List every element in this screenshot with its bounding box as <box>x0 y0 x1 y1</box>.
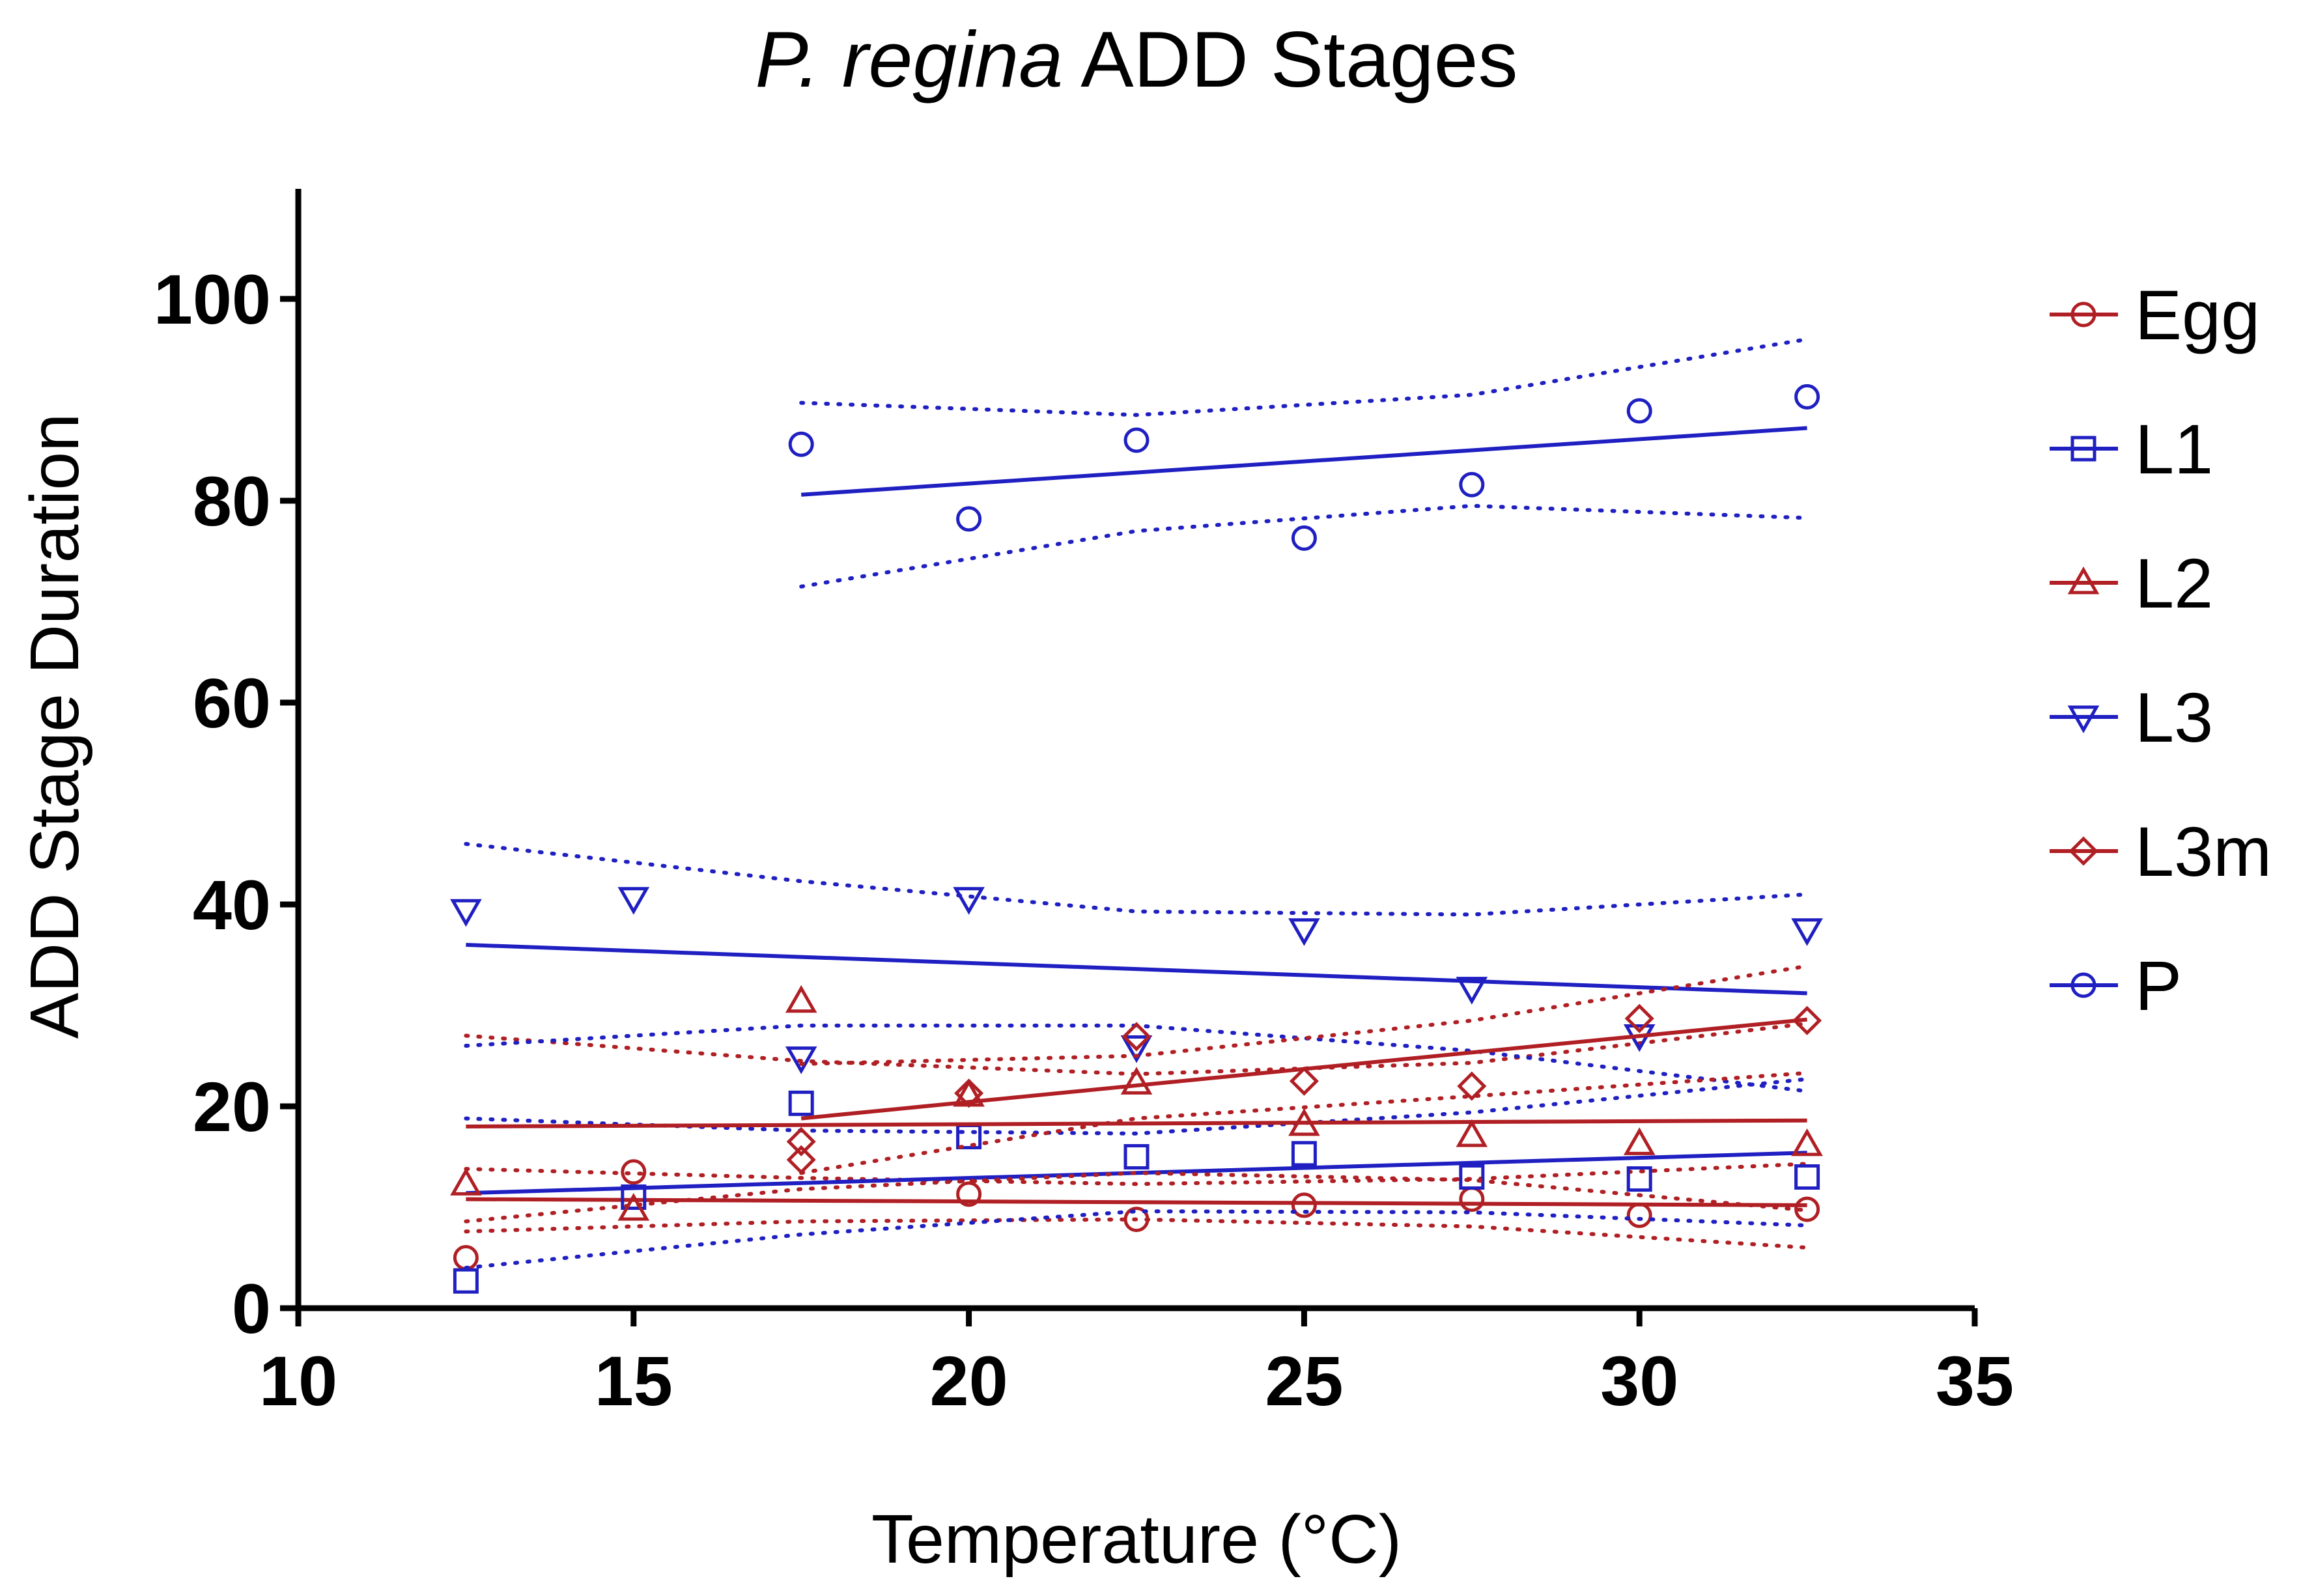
l2-ci-upper <box>464 1021 1809 1076</box>
l3-point <box>617 887 650 915</box>
l3-fit-line <box>466 943 1807 996</box>
y-tick-label: 60 <box>193 664 271 742</box>
legend: Egg L1 L2 L3 L3m P <box>2050 275 2272 1025</box>
x-tick-label: 25 <box>1265 1341 1343 1420</box>
egg-point <box>1794 1196 1820 1222</box>
l3m-point <box>1122 1022 1151 1052</box>
chart-title-rest: ADD Stages <box>1063 15 1518 104</box>
l1-point <box>1291 1141 1317 1167</box>
l1-point <box>788 1090 814 1116</box>
y-tick-label: 0 <box>232 1269 271 1348</box>
egg-point <box>621 1159 647 1185</box>
l3-point <box>1791 918 1823 946</box>
egg-point <box>1291 1192 1317 1218</box>
egg-ci-upper <box>464 1162 1809 1186</box>
p-point <box>1123 427 1150 453</box>
egg-legend-label: Egg <box>2135 275 2260 354</box>
p-point <box>1459 471 1485 497</box>
p-ci-upper <box>799 337 1809 417</box>
p-point <box>1626 398 1652 424</box>
l3m-legend-label: L3m <box>2135 812 2272 891</box>
l3-point <box>1456 977 1488 1005</box>
l3m-point <box>1792 1005 1822 1035</box>
y-tick-label: 20 <box>193 1067 271 1146</box>
l2-legend-label: L2 <box>2135 544 2213 623</box>
egg-point <box>1459 1186 1485 1212</box>
l2-legend-marker <box>2067 566 2100 595</box>
p-legend-label: P <box>2135 946 2182 1025</box>
l3-legend-label: L3 <box>2135 678 2213 757</box>
l1-point <box>621 1184 647 1210</box>
l1-point <box>1626 1166 1652 1192</box>
l3m-point <box>1624 1003 1654 1033</box>
l3m-point <box>954 1078 984 1108</box>
l2-point <box>785 985 817 1013</box>
l1-point <box>1459 1164 1485 1190</box>
chart-title-italic: P. regina <box>755 15 1063 104</box>
egg-fit-line <box>466 1197 1807 1207</box>
l3m-point <box>786 1127 816 1156</box>
l1-legend-label: L1 <box>2135 410 2213 488</box>
l2-point <box>1623 1127 1656 1155</box>
y-tick-label: 100 <box>154 260 271 339</box>
l3m-point <box>786 1145 816 1175</box>
l2-point <box>1288 1108 1320 1136</box>
l3m-point <box>1457 1071 1487 1101</box>
l3m-ci-upper <box>799 964 1809 1066</box>
egg-point <box>1626 1202 1652 1228</box>
p-fit-line <box>801 426 1807 497</box>
l3m-legend-marker <box>2068 836 2098 866</box>
egg-ci-lower <box>464 1217 1809 1250</box>
l3-point <box>1120 1035 1153 1063</box>
p-point <box>1291 525 1317 551</box>
x-tick-label: 10 <box>259 1341 337 1420</box>
x-axis-label: Temperature (°C) <box>871 1501 1402 1578</box>
l2-fit-line <box>466 1118 1807 1128</box>
egg-point <box>453 1245 479 1270</box>
l3-ci-upper <box>464 842 1809 917</box>
x-tick-label: 20 <box>930 1341 1008 1420</box>
l3-point <box>450 899 482 927</box>
l1-point <box>1123 1144 1150 1169</box>
l1-ci-lower <box>464 1209 1809 1270</box>
chart-title: P. regina ADD Stages <box>755 15 1518 104</box>
l1-legend-marker <box>2070 436 2096 462</box>
y-tick-label: 80 <box>193 462 271 540</box>
x-tick-label: 15 <box>595 1341 673 1420</box>
egg-point <box>1123 1207 1150 1233</box>
p-point <box>788 431 814 457</box>
x-tick-label: 35 <box>1936 1341 2014 1420</box>
l2-point <box>1456 1119 1488 1147</box>
l1-fit-line <box>466 1151 1807 1196</box>
l1-point <box>1794 1164 1820 1190</box>
y-tick-label: 40 <box>193 865 271 944</box>
egg-point <box>956 1181 982 1207</box>
l3m-ci-lower <box>799 1071 1809 1175</box>
l1-point <box>956 1124 982 1149</box>
p-point <box>1794 384 1820 410</box>
l1-point <box>453 1268 479 1294</box>
p-ci-lower <box>799 503 1809 589</box>
y-axis-label: ADD Stage Duration <box>16 413 93 1039</box>
p-legend-marker <box>2070 972 2096 998</box>
l2-point <box>450 1168 482 1196</box>
l2-point <box>617 1193 650 1221</box>
egg-legend-marker <box>2070 301 2096 328</box>
l2-ci-lower <box>464 1171 1809 1224</box>
p-point <box>956 506 982 532</box>
axes: 10 15 20 25 30 35 0 20 40 60 80 100 <box>154 189 2014 1420</box>
l3-point <box>1288 918 1320 946</box>
x-tick-label: 30 <box>1600 1341 1678 1420</box>
l3-legend-marker <box>2067 705 2100 734</box>
l2-point <box>1791 1128 1823 1156</box>
l2-point <box>1120 1067 1153 1095</box>
plot-area <box>450 337 1823 1294</box>
l3-point <box>953 887 985 915</box>
l3m-point <box>1289 1066 1319 1096</box>
l3-point <box>785 1046 817 1074</box>
